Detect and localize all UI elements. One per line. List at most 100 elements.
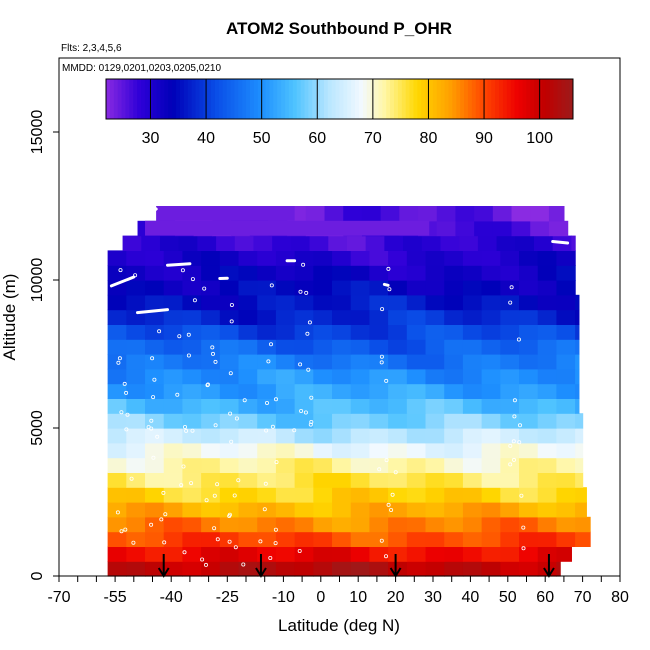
heatmap-cell — [425, 457, 445, 473]
heatmap-cell — [126, 294, 146, 311]
heatmap-cell — [462, 339, 483, 355]
colorbar-swatch — [444, 79, 449, 119]
heatmap-cell — [294, 457, 314, 473]
heatmap-cell — [425, 294, 445, 311]
sample-point — [234, 416, 239, 421]
heatmap-cell — [257, 294, 277, 311]
colorbar-swatch — [168, 79, 173, 119]
sample-point — [124, 427, 129, 432]
heatmap-cell — [519, 383, 539, 399]
sample-point — [387, 287, 392, 292]
heatmap-cell — [462, 516, 483, 533]
heatmap-cell — [537, 516, 558, 533]
heatmap-cell — [219, 502, 240, 518]
heatmap-cell — [182, 442, 202, 459]
heatmap-cell — [313, 280, 333, 296]
colorbar-swatch — [144, 79, 150, 119]
heatmap-cell — [519, 531, 539, 547]
colorbar-swatch — [452, 79, 457, 119]
heatmap-cell — [556, 250, 576, 266]
heatmap-cell — [571, 235, 576, 251]
heatmap-cell — [163, 413, 184, 429]
sample-point — [118, 268, 123, 273]
heatmap-cell — [163, 531, 184, 547]
colorbar-swatch — [413, 79, 418, 119]
heatmap-cell — [556, 398, 576, 414]
heatmap-cell — [294, 546, 314, 562]
sample-point — [202, 286, 207, 291]
sample-point — [203, 562, 208, 567]
colorbar-swatch — [156, 79, 161, 119]
heatmap-cell — [462, 250, 483, 266]
heatmap-cell — [107, 383, 127, 399]
heatmap-cell — [481, 294, 501, 311]
sample-point — [306, 367, 311, 372]
heatmap-cell — [537, 280, 558, 296]
heatmap-cell — [275, 383, 296, 399]
heatmap-cell — [500, 324, 520, 340]
colorbar-swatch — [502, 79, 508, 119]
heatmap-cell — [275, 339, 296, 355]
heatmap-cell — [444, 250, 464, 266]
colorbar-swatch — [160, 79, 165, 119]
heatmap-cell — [107, 442, 127, 459]
heatmap-cell — [182, 472, 202, 488]
heatmap-cell — [519, 472, 539, 488]
heatmap-cell — [425, 368, 445, 385]
heatmap-cell — [201, 516, 221, 533]
heatmap-cell — [388, 413, 408, 429]
heatmap-cell — [406, 265, 427, 281]
colorbar-swatch — [331, 79, 337, 119]
sample-point — [150, 356, 155, 361]
heatmap-cell — [425, 546, 445, 562]
sample-point — [190, 277, 195, 282]
colorbar-swatch — [347, 79, 352, 119]
heatmap-cell — [257, 472, 277, 488]
heatmap-cell — [332, 383, 352, 399]
heatmap-cell — [238, 309, 258, 325]
heatmap-cell — [369, 457, 389, 473]
heatmap-cell — [294, 368, 314, 385]
heatmap-cell — [350, 442, 371, 459]
heatmap-cell — [425, 531, 445, 547]
heatmap-cell — [219, 413, 240, 429]
heatmap-cell — [145, 309, 165, 325]
heatmap-cell — [219, 546, 240, 562]
heatmap-cell — [369, 250, 389, 266]
heatmap-cell — [459, 235, 479, 251]
sample-point — [509, 285, 514, 290]
heatmap-cell — [126, 398, 146, 414]
colorbar-swatch — [183, 79, 189, 119]
y-tick-label: 15000 — [29, 110, 46, 155]
colorbar-swatch — [339, 79, 344, 119]
sample-point — [149, 418, 154, 423]
heatmap-cell — [500, 442, 520, 459]
x-tick-label: -40 — [160, 589, 183, 606]
heatmap-cell — [406, 383, 427, 399]
sample-point — [393, 470, 398, 475]
heatmap-cell — [163, 457, 184, 473]
heatmap-cell — [575, 368, 580, 385]
heatmap-cell — [107, 428, 127, 444]
heatmap-cell — [332, 398, 352, 414]
colorbar-swatch — [320, 79, 325, 119]
colorbar-swatch — [211, 79, 216, 119]
heatmap-cell — [253, 235, 273, 251]
sample-point — [518, 423, 523, 428]
sample-point — [512, 398, 517, 403]
x-tick-label: 40 — [462, 589, 480, 606]
heatmap-cell — [455, 206, 475, 222]
heatmap-cell — [238, 502, 258, 518]
heatmap-cell — [537, 413, 558, 429]
sample-point — [182, 424, 187, 429]
heatmap-cell — [163, 383, 184, 399]
colorbar-swatch — [121, 79, 126, 119]
heatmap-cell — [313, 354, 333, 370]
heatmap-cell — [406, 294, 427, 311]
heatmap-cell — [462, 487, 483, 503]
sample-point — [213, 423, 218, 428]
heatmap-cell — [556, 280, 576, 296]
heatmap-cell — [519, 324, 539, 340]
heatmap-cell — [145, 546, 165, 562]
